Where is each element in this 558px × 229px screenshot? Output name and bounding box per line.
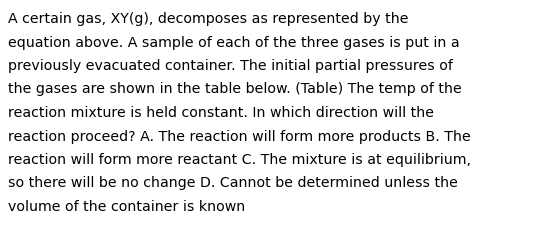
Text: equation above. A sample of each of the three gases is put in a: equation above. A sample of each of the … <box>8 35 460 49</box>
Text: A certain gas, XY(g), decomposes as represented by the: A certain gas, XY(g), decomposes as repr… <box>8 12 408 26</box>
Text: previously evacuated container. The initial partial pressures of: previously evacuated container. The init… <box>8 59 453 73</box>
Text: the gases are shown in the table below. (Table) The temp of the: the gases are shown in the table below. … <box>8 82 462 96</box>
Text: so there will be no change D. Cannot be determined unless the: so there will be no change D. Cannot be … <box>8 176 458 190</box>
Text: reaction mixture is held constant. In which direction will the: reaction mixture is held constant. In wh… <box>8 106 434 120</box>
Text: volume of the container is known: volume of the container is known <box>8 199 246 213</box>
Text: reaction will form more reactant C. The mixture is at equilibrium,: reaction will form more reactant C. The … <box>8 152 471 166</box>
Text: reaction proceed? A. The reaction will form more products B. The: reaction proceed? A. The reaction will f… <box>8 129 471 143</box>
